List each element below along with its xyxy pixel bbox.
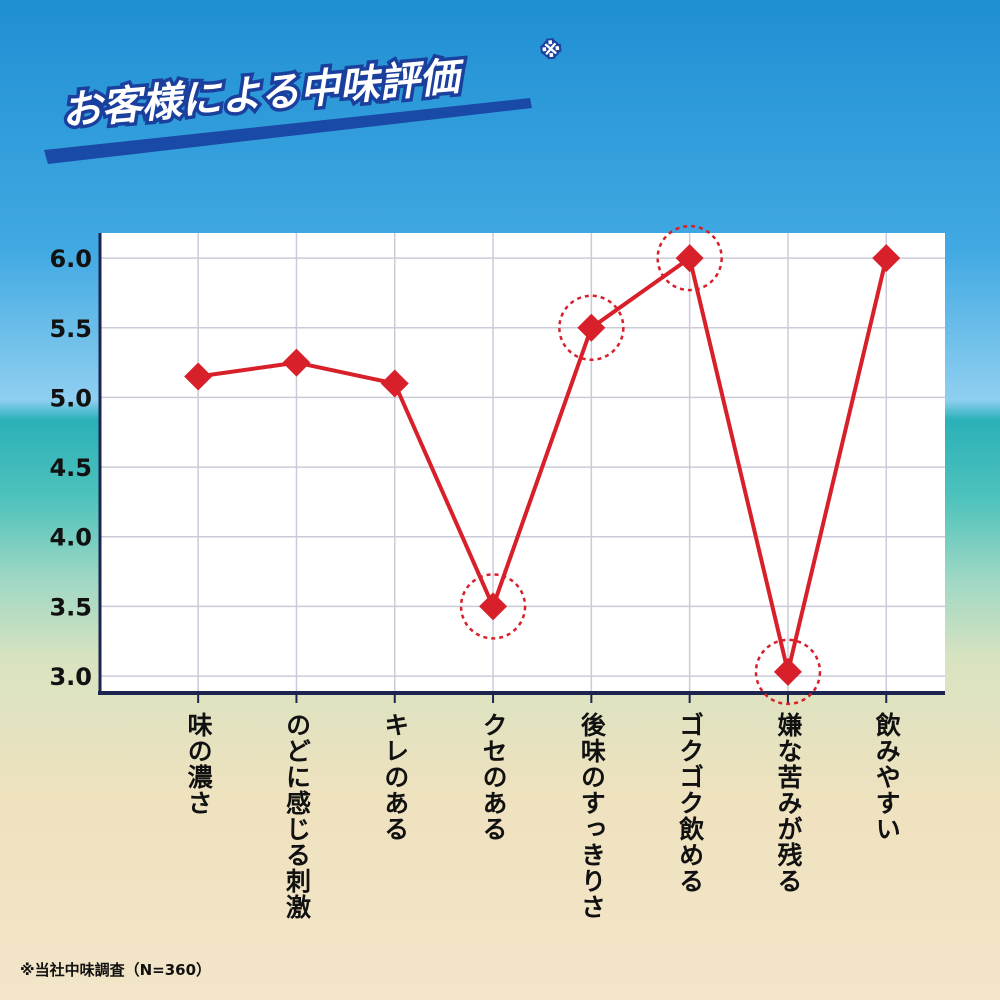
marker — [675, 244, 704, 273]
footnote: ※当社中味調査（N=360） — [20, 961, 211, 979]
highlight-circle — [558, 294, 625, 362]
line — [197, 256, 889, 674]
marker — [872, 244, 901, 273]
marker — [184, 362, 213, 391]
x-tick-label: キレのある — [380, 712, 410, 842]
marker — [577, 313, 606, 342]
y-tick-label: 5.0 — [49, 384, 92, 412]
x-tick-label: クセのある — [479, 712, 509, 842]
x-tick-label: のどに感じる刺激 — [282, 712, 312, 920]
y-tick-label: 3.5 — [49, 593, 92, 621]
title-stripe — [44, 98, 532, 164]
plot-area — [100, 233, 945, 693]
y-tick-label: 4.0 — [49, 524, 92, 552]
x-tick-label: 嫌な苦みが残る — [773, 712, 803, 894]
x-tick-label: 味の濃さ — [184, 712, 214, 816]
highlight-circle — [459, 573, 527, 640]
x-tick-label: ゴクゴク飲める — [675, 712, 705, 894]
y-tick-label: 4.5 — [49, 454, 92, 482]
marker — [773, 657, 802, 686]
y-tick-label: 5.5 — [49, 315, 92, 343]
highlight-circle — [754, 638, 822, 706]
marker — [380, 369, 409, 398]
title-mark: ※ — [540, 37, 561, 63]
y-tick-label: 6.0 — [49, 245, 92, 273]
marker — [282, 348, 311, 377]
x-tick-label: 後味のすっきりさ — [577, 712, 607, 920]
highlight-circle — [656, 224, 723, 292]
marker — [479, 592, 508, 621]
chart-title: お客様による中味評価 — [60, 54, 468, 135]
y-tick-label: 3.0 — [49, 663, 92, 691]
x-tick-label: 飲みやすい — [872, 712, 902, 842]
